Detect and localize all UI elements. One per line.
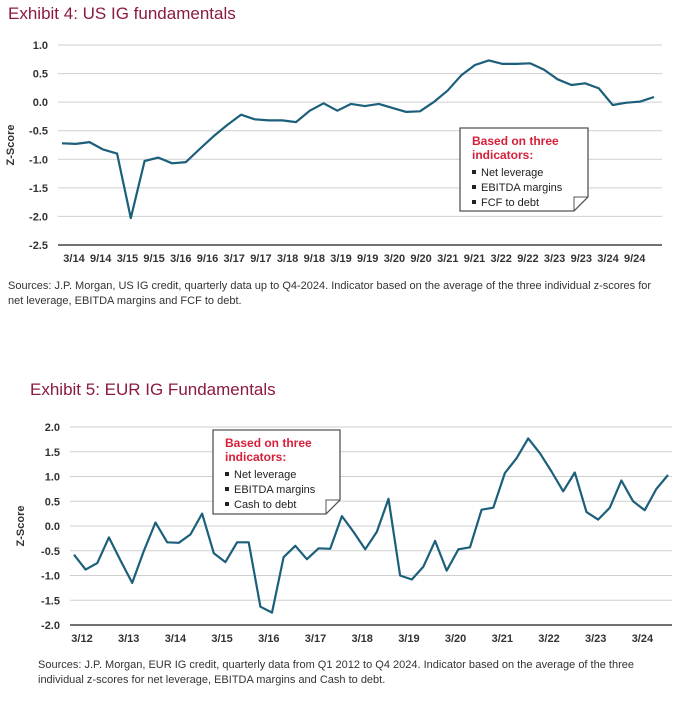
x-tick-label: 9/17	[250, 253, 271, 265]
x-tick-label: 3/16	[170, 253, 191, 265]
x-tick-label: 3/21	[492, 633, 513, 645]
legend-fold	[573, 196, 588, 211]
x-tick-label: 3/15	[211, 633, 232, 645]
x-tick-label: 9/15	[143, 253, 164, 265]
x-tick-label: 3/24	[597, 253, 619, 265]
y-tick-label: -2.0	[29, 211, 48, 223]
legend-box	[459, 127, 589, 212]
x-tick-label: 3/17	[305, 633, 326, 645]
y-tick-label: -1.5	[41, 595, 60, 607]
x-tick-label: 3/18	[351, 633, 372, 645]
exhibit-5-source: Sources: J.P. Morgan, EUR IG credit, qua…	[38, 659, 634, 686]
x-tick-label: 3/12	[71, 633, 92, 645]
y-tick-label: 1.5	[45, 447, 60, 459]
y-tick-label: 1.0	[45, 472, 60, 484]
legend-item: EBITDA margins	[234, 484, 316, 496]
x-tick-label: 3/18	[277, 253, 298, 265]
legend-title-line2: indicators:	[472, 148, 533, 162]
y-tick-label: -2.0	[41, 620, 60, 632]
x-tick-label: 9/14	[90, 253, 112, 265]
x-tick-label: 3/14	[63, 253, 85, 265]
y-tick-label: -2.5	[29, 240, 48, 252]
exhibit-5-title: Exhibit 5: EUR IG Fundamentals	[30, 380, 276, 399]
legend-title-line1: Based on three	[225, 436, 312, 450]
y-tick-label: 0.5	[33, 69, 48, 81]
y-axis-label: Z-Score	[5, 125, 17, 166]
y-tick-label: -0.5	[29, 126, 48, 138]
legend-item: FCF to debt	[481, 197, 539, 209]
exhibit-4-title: Exhibit 4: US IG fundamentals	[8, 4, 236, 23]
legend-bullet-icon	[225, 487, 229, 491]
x-tick-label: 3/22	[490, 253, 511, 265]
legend-item: EBITDA margins	[481, 182, 563, 194]
us-ig-fundamentals-chart: 1.0 0.5 0.0 -0.5 -1.0 -1.5 -2.0 -2.5 Z-Score 3/14…	[5, 40, 662, 265]
legend-title-line1: Based on three	[472, 134, 559, 148]
legend-bullet-icon	[472, 185, 476, 189]
legend-bullet-icon	[225, 502, 229, 506]
y-tick-label: 0.0	[33, 97, 48, 109]
legend-fold	[325, 499, 340, 514]
x-tick-label: 3/19	[330, 253, 351, 265]
y-tick-label: -1.0	[41, 571, 60, 583]
y-tick-label: -1.5	[29, 183, 48, 195]
legend-item: Cash to debt	[234, 499, 296, 511]
legend-item: Net leverage	[481, 167, 543, 179]
x-tick-label: 3/16	[258, 633, 279, 645]
eur-ig-fundamentals-chart: 2.0 1.5 1.0 0.5 0.0 -0.5 -1.0 -1.5 -2.0 Z-Score 3/…	[15, 422, 672, 645]
x-tick-label: 9/18	[304, 253, 325, 265]
x-tick-label: 3/14	[165, 633, 187, 645]
legend-item: Net leverage	[234, 469, 296, 481]
legend-bullet-icon	[472, 200, 476, 204]
x-tick-label: 9/22	[517, 253, 538, 265]
x-tick-label: 9/23	[571, 253, 592, 265]
x-tick-label: 3/23	[544, 253, 565, 265]
y-tick-label: 1.0	[33, 40, 48, 52]
legend-title-line2: indicators:	[225, 450, 286, 464]
x-tick-label: 3/20	[384, 253, 405, 265]
x-tick-label: 9/24	[624, 253, 646, 265]
x-tick-label: 3/17	[223, 253, 244, 265]
y-tick-label: -1.0	[29, 154, 48, 166]
x-tick-label: 3/13	[118, 633, 139, 645]
z-score-series-line	[73, 437, 669, 614]
y-axis-label: Z-Score	[15, 506, 27, 547]
legend-box	[212, 429, 341, 515]
legend-bullet-icon	[472, 170, 476, 174]
x-tick-label: 3/19	[398, 633, 419, 645]
z-score-series-line	[61, 59, 655, 220]
x-tick-label: 9/19	[357, 253, 378, 265]
x-tick-label: 9/20	[410, 253, 431, 265]
x-tick-label: 3/23	[585, 633, 606, 645]
y-tick-label: 0.5	[45, 496, 60, 508]
x-tick-label: 3/15	[117, 253, 138, 265]
y-tick-label: -0.5	[41, 546, 60, 558]
x-tick-label: 3/22	[538, 633, 559, 645]
y-tick-label: 0.0	[45, 521, 60, 533]
legend-bullet-icon	[225, 472, 229, 476]
x-tick-label: 9/16	[197, 253, 218, 265]
x-tick-label: 3/21	[437, 253, 458, 265]
x-tick-label: 9/21	[464, 253, 485, 265]
exhibit-4-source: Sources: J.P. Morgan, US IG credit, quar…	[8, 280, 652, 307]
x-tick-label: 3/20	[445, 633, 466, 645]
x-tick-label: 3/24	[632, 633, 654, 645]
y-tick-label: 2.0	[45, 422, 60, 434]
